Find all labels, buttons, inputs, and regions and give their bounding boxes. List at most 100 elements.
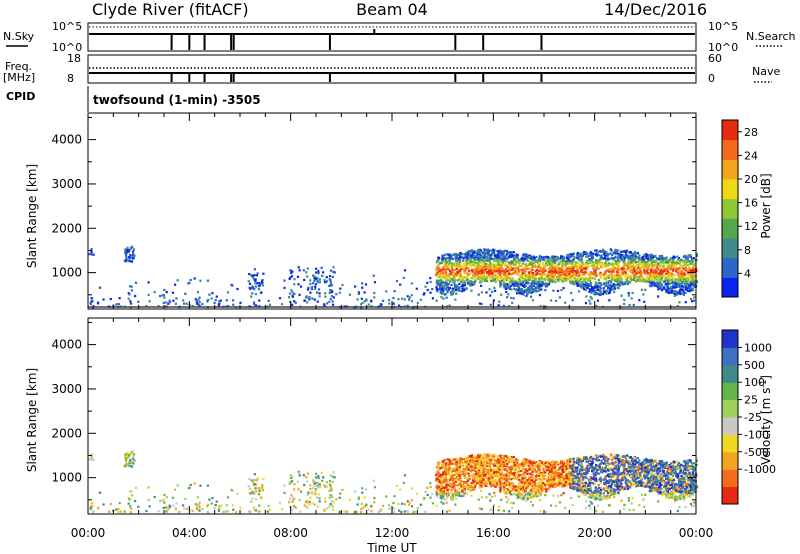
power-point <box>569 268 573 272</box>
power-point <box>551 261 554 265</box>
power-point <box>153 290 156 294</box>
power-point <box>442 259 445 262</box>
velocity-point <box>649 473 653 477</box>
power-point <box>667 291 671 295</box>
velocity-point <box>331 480 334 483</box>
velocity-point <box>454 491 457 494</box>
power-point <box>504 267 508 271</box>
freq-traces <box>89 67 695 82</box>
velocity-point <box>235 511 238 514</box>
power-point <box>473 283 476 286</box>
velocity-point <box>525 487 528 490</box>
station-title: Clyde River (fitACF) <box>92 0 249 19</box>
velocity-point <box>370 505 373 508</box>
power-point <box>499 259 503 262</box>
nsearch-label: N.Search <box>746 30 796 43</box>
power-point <box>329 269 332 272</box>
power-point <box>633 259 636 263</box>
power-point <box>448 277 451 280</box>
power-point <box>494 280 497 283</box>
velocity-point <box>684 462 688 465</box>
velocity-point <box>185 507 188 510</box>
power-point <box>692 267 695 271</box>
power-point <box>447 282 451 285</box>
velocity-point <box>419 503 422 506</box>
power-point <box>691 288 695 292</box>
power-point <box>633 254 636 258</box>
nave-label: Nave <box>752 65 780 78</box>
power-point <box>689 283 692 287</box>
power-point <box>676 261 679 265</box>
power-point <box>508 286 512 289</box>
velocity-point <box>163 493 166 497</box>
power-point <box>439 291 442 294</box>
velocity-point <box>655 462 659 465</box>
power-point <box>464 255 467 258</box>
power-point <box>569 274 572 278</box>
power-point <box>674 267 677 270</box>
power-point <box>672 267 675 271</box>
power-point <box>523 285 526 289</box>
power-point <box>132 257 135 260</box>
velocity-point <box>328 483 331 486</box>
velocity-point <box>251 497 254 500</box>
power-point <box>674 282 678 285</box>
power-point <box>517 258 521 261</box>
power-point <box>521 262 524 265</box>
power-point <box>196 291 200 294</box>
power-point <box>515 272 519 275</box>
power-point <box>590 281 593 285</box>
power-point <box>587 273 591 276</box>
power-point <box>211 292 214 295</box>
power-point <box>681 288 684 292</box>
power-point <box>298 269 301 272</box>
power-point <box>664 268 667 271</box>
power-point <box>447 279 450 282</box>
power-point <box>453 263 456 267</box>
power-point <box>410 300 414 303</box>
power-point <box>468 272 471 275</box>
power-point <box>551 256 554 260</box>
velocity-point <box>232 508 235 511</box>
power-point <box>491 279 494 282</box>
power-point <box>341 283 344 287</box>
velocity-point <box>681 495 684 498</box>
power-data-layer <box>88 245 699 309</box>
power-point <box>478 269 481 272</box>
velocity-point <box>328 489 332 492</box>
velocity-point <box>328 496 331 499</box>
power-point <box>562 256 565 259</box>
power-point <box>566 277 569 281</box>
power-point <box>642 263 645 266</box>
power-point <box>538 256 541 259</box>
power-point <box>444 293 447 296</box>
power-point <box>435 267 439 270</box>
velocity-point <box>125 463 128 466</box>
power-point <box>648 281 651 284</box>
power-point <box>533 289 536 292</box>
power-point <box>467 263 470 266</box>
velocity-point <box>305 476 308 479</box>
power-point <box>580 281 584 284</box>
power-point <box>524 275 527 278</box>
power-point <box>497 271 500 275</box>
velocity-point <box>583 478 586 481</box>
power-point <box>326 302 329 305</box>
velocity-point <box>127 497 130 500</box>
velocity-point <box>500 468 504 471</box>
power-point <box>158 294 162 298</box>
power-point <box>582 280 585 283</box>
power-point <box>450 284 453 287</box>
power-point <box>539 258 542 261</box>
power-point <box>661 261 665 264</box>
velocity-point <box>406 509 409 512</box>
power-point <box>484 264 487 268</box>
velocity-point <box>299 490 303 493</box>
power-point <box>557 269 560 272</box>
power-point <box>568 281 572 284</box>
power-point <box>623 265 626 268</box>
power-point <box>547 283 550 286</box>
power-point <box>328 275 332 278</box>
power-point <box>650 270 653 273</box>
nsearch-bottom-tick: 10^0 <box>708 41 738 54</box>
